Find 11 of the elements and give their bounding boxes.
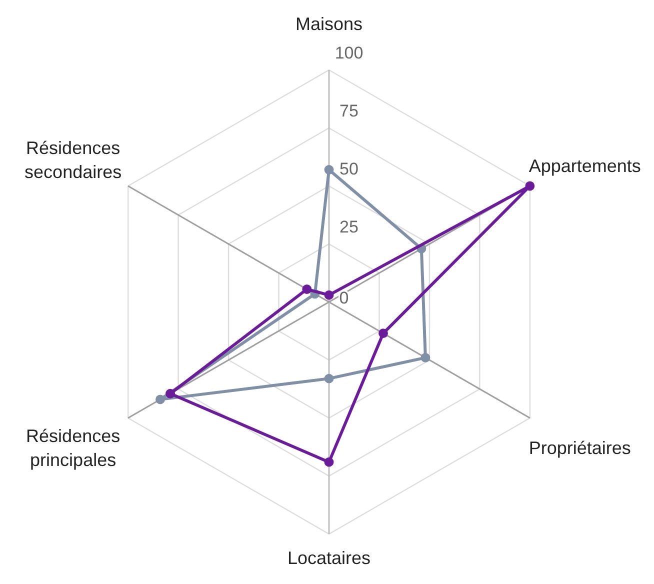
spoke-label: Locataires: [287, 548, 371, 568]
y-tick-label: 75: [340, 101, 358, 120]
y-tick-label: 100: [334, 43, 364, 62]
spoke-label: Résidences secondaires: [24, 138, 122, 182]
spoke-label: Maisons: [295, 14, 363, 34]
y-tick-label: 25: [340, 217, 358, 236]
spoke-label: Appartements: [528, 156, 641, 176]
y-tick-label: 50: [340, 159, 358, 178]
y-tick-label: 0: [339, 288, 349, 308]
spoke-label: Résidences principales: [26, 426, 120, 470]
spoke-label: Propriétaires: [528, 438, 631, 458]
